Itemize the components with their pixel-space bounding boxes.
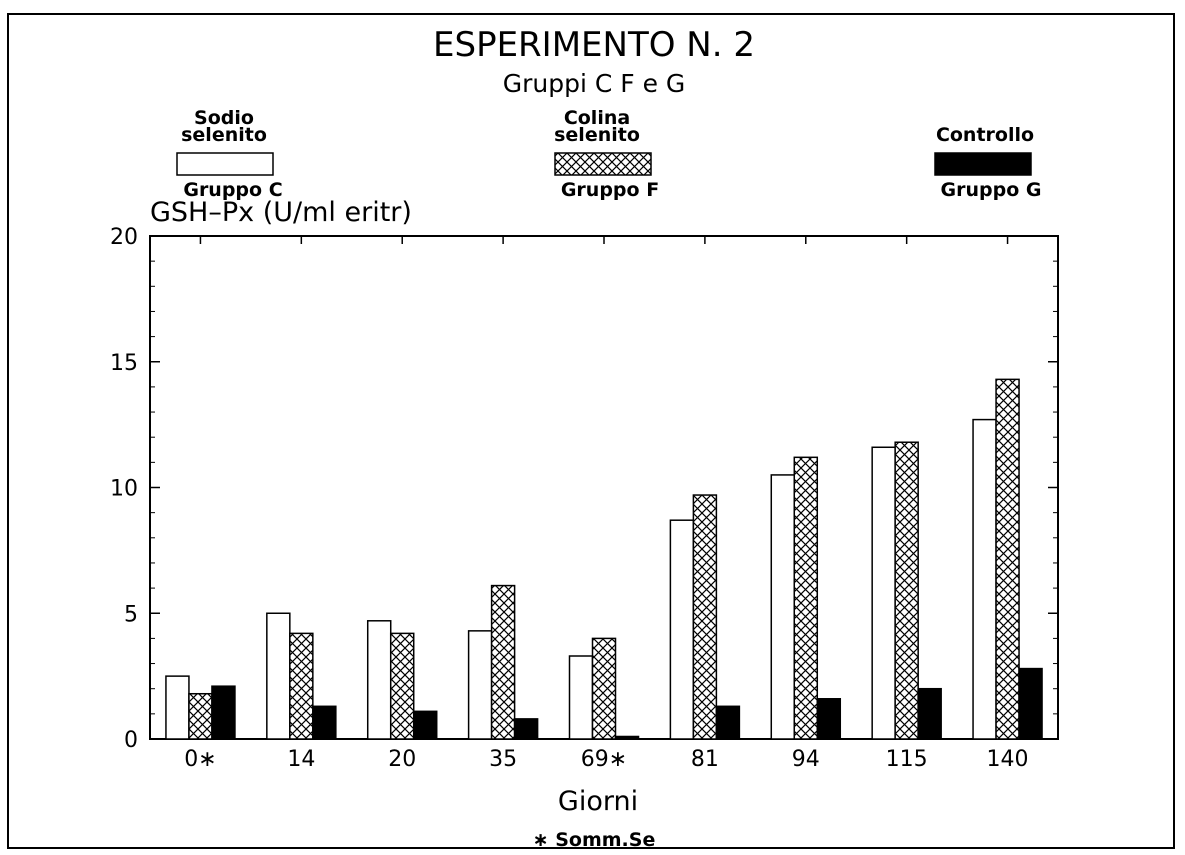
legend-g-group: Gruppo G — [941, 179, 1042, 201]
bar-controllo-6 — [816, 698, 842, 740]
legend-swatch-sodio — [176, 152, 274, 176]
legend-swatch-controllo — [934, 152, 1032, 176]
legend-c-line1: Sodio — [194, 107, 254, 129]
bar-colina-3 — [490, 584, 516, 740]
footnote: ∗ Somm.Se — [533, 829, 656, 851]
x-tick-label: 0∗ — [184, 747, 216, 772]
bars — [165, 378, 1043, 740]
bar-sodio-7 — [871, 446, 896, 740]
x-tick-label: 14 — [287, 747, 315, 772]
bar-controllo-5 — [715, 705, 741, 740]
bar-sodio-5 — [669, 519, 695, 740]
bar-colina-2 — [389, 632, 415, 740]
bar-colina-5 — [692, 494, 718, 740]
bar-sodio-6 — [770, 474, 796, 740]
bar-sodio-0 — [165, 675, 190, 740]
bar-sodio-3 — [467, 630, 493, 740]
bar-colina-6 — [793, 456, 819, 740]
y-tick-label: 0 — [124, 728, 138, 753]
chart-title: ESPERIMENTO N. 2 — [433, 25, 755, 65]
bar-colina-0 — [188, 692, 213, 740]
bar-colina-8 — [995, 378, 1020, 740]
figure-border — [7, 13, 1175, 849]
legend-g-line1: Controllo — [936, 124, 1034, 146]
bar-colina-1 — [289, 632, 314, 740]
legend-swatch-colina — [554, 152, 652, 176]
bar-sodio-8 — [972, 418, 997, 740]
y-tick-label: 20 — [110, 225, 138, 250]
legend: Sodio selenito Gruppo C Colina selenito … — [176, 107, 1042, 201]
legend-f-line1: Colina — [564, 107, 630, 129]
bar-controllo-3 — [513, 718, 539, 740]
x-axis-label: Giorni — [558, 786, 638, 817]
x-tick-label: 35 — [489, 747, 517, 772]
legend-c-line2: selenito — [181, 124, 267, 146]
bar-controllo-7 — [917, 687, 942, 740]
x-tick-label: 20 — [388, 747, 416, 772]
bar-sodio-2 — [366, 620, 392, 740]
x-tick-label: 140 — [987, 747, 1029, 772]
legend-f-line2: selenito — [554, 124, 640, 146]
x-tick-label: 69∗ — [581, 747, 627, 772]
bar-controllo-2 — [412, 710, 438, 740]
y-tick-label: 15 — [110, 351, 138, 376]
x-tick-label: 81 — [691, 747, 719, 772]
legend-f-group: Gruppo F — [561, 179, 659, 201]
bar-sodio-1 — [266, 612, 291, 740]
y-tick-label: 5 — [124, 602, 138, 627]
bar-controllo-8 — [1018, 667, 1043, 740]
x-tick-label: 115 — [886, 747, 928, 772]
tick-labels: 0 5 10 15 20 0∗ 14 20 35 69∗ 81 94 115 140 — [110, 225, 1029, 772]
bar-controllo-0 — [211, 685, 236, 740]
bar-sodio-4 — [568, 655, 594, 740]
y-tick-label: 10 — [110, 477, 138, 502]
chart-subtitle: Gruppi C F e G — [503, 69, 686, 98]
y-axis-label: GSH–Px (U/ml eritr) — [150, 197, 412, 228]
bar-controllo-1 — [312, 705, 337, 740]
bar-colina-7 — [894, 441, 919, 740]
legend-c-group: Gruppo C — [183, 179, 282, 201]
bar-controllo-4 — [614, 735, 640, 740]
x-tick-label: 94 — [792, 747, 820, 772]
bar-colina-4 — [591, 637, 617, 740]
